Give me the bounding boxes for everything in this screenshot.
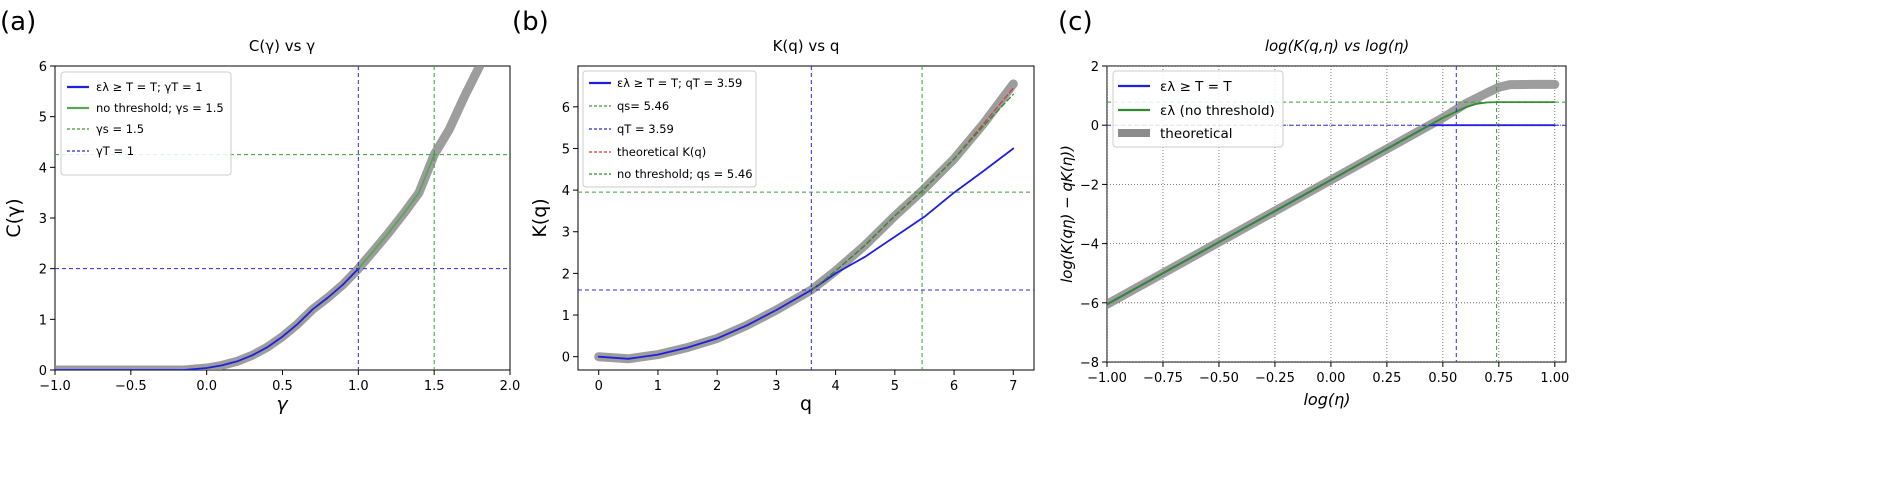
legend: ελ ≥ T = T ελ (no threshold) theoretical xyxy=(1112,70,1284,148)
x-tick-label: 1.0 xyxy=(348,379,369,394)
series-t-t-t-1-line xyxy=(55,267,360,370)
y-axis-label: K(q) xyxy=(529,198,551,237)
series-no-threshold-qs-5-46-line xyxy=(811,93,1014,291)
x-tick-label: 1 xyxy=(654,379,662,394)
axis-ticks: 0 1 2 3 4 5 6 7 0 1 2 3 4 5 6 xyxy=(562,101,1018,394)
x-tick-label: 0.5 xyxy=(272,379,293,394)
x-tick-label: 0.00 xyxy=(1316,371,1345,386)
legend-box xyxy=(1112,70,1284,148)
x-tick-label: −0.5 xyxy=(115,379,147,394)
axis-ticks: −1.00 −0.75 −0.50 −0.25 0.00 0.25 0.50 0.75 1.00… xyxy=(1080,60,1569,386)
legend: ελ ≥ T = T; γT = 1 no threshold; γs = 1.… xyxy=(60,71,232,176)
plot-frame xyxy=(577,65,1035,371)
legend-label-eps-threshold: ελ ≥ T = T; qT = 3.59 xyxy=(617,76,742,90)
x-tick-label: −0.75 xyxy=(1143,371,1183,386)
y-tick-label: 5 xyxy=(39,111,47,126)
legend-label-eps-threshold: ελ ≥ T = T; γT = 1 xyxy=(96,80,203,94)
x-tick-label: 0.0 xyxy=(196,379,217,394)
y-tick-label: 5 xyxy=(562,142,570,157)
legend-label-gamma-s: γs = 1.5 xyxy=(96,122,144,136)
legend: ελ ≥ T = T; qT = 3.59 qs= 5.46 qT = 3.59… xyxy=(582,70,757,188)
y-tick-label: 6 xyxy=(39,60,47,75)
x-axis-label: log(η) xyxy=(1303,390,1350,409)
x-tick-label: 4 xyxy=(831,379,839,394)
y-tick-label: 0 xyxy=(39,364,47,379)
x-tick-label: 6 xyxy=(950,379,958,394)
legend-label-no-threshold: no threshold; qs = 5.46 xyxy=(617,167,753,181)
chart-title: log(K(q,η) vs log(η) xyxy=(1265,37,1409,55)
x-tick-label: −1.00 xyxy=(1087,371,1127,386)
y-tick-label: 1 xyxy=(562,309,570,324)
y-tick-label: 4 xyxy=(562,184,570,199)
legend-label-q-t: qT = 3.59 xyxy=(617,122,674,136)
x-tick-label: 7 xyxy=(1009,379,1017,394)
x-tick-label: 1.5 xyxy=(424,379,445,394)
chart-title: C(γ) vs γ xyxy=(249,37,315,55)
legend-label-no-threshold: ελ (no threshold) xyxy=(1160,103,1275,119)
legend-label-theoretical: theoretical xyxy=(1160,126,1232,142)
x-tick-label: 0 xyxy=(595,379,603,394)
y-tick-label: 6 xyxy=(562,101,570,116)
series-t-t-line xyxy=(1107,124,1556,306)
legend-label-theoretical-k: theoretical K(q) xyxy=(617,145,706,159)
legend-label-eps-threshold: ελ ≥ T = T xyxy=(1160,79,1232,95)
panel-c: (c) log(K(q,η) vs log(η) log(η) log(K(qη… xyxy=(1058,7,1569,409)
panel-b: (b) K(q) vs q q K(q) 0 1 2 3 4 5 6 7 0 1 2 3 4 5 6 ελ … xyxy=(512,7,1035,415)
y-tick-label: 3 xyxy=(39,212,47,227)
plot-area xyxy=(578,66,1034,370)
x-tick-label: 0.50 xyxy=(1428,371,1457,386)
panel-a: (a) C(γ) vs γ γ C(γ) −1.0 −0.5 0.0 0.5 1.0 1.… xyxy=(0,7,520,415)
y-tick-label: 2 xyxy=(39,263,47,278)
plot-area xyxy=(55,66,510,370)
y-tick-label: 3 xyxy=(562,226,570,241)
y-tick-label: 4 xyxy=(39,161,47,176)
x-tick-label: 5 xyxy=(891,379,899,394)
y-tick-label: −4 xyxy=(1080,238,1099,253)
y-tick-label: 2 xyxy=(562,267,570,282)
y-tick-label: −8 xyxy=(1080,356,1099,371)
legend-label-gamma-t: γT = 1 xyxy=(96,144,134,158)
panel-label: (b) xyxy=(512,7,549,37)
chart-title: K(q) vs q xyxy=(773,37,840,55)
x-axis-label: q xyxy=(800,393,812,415)
y-tick-label: −2 xyxy=(1080,178,1099,193)
panel-label: (c) xyxy=(1058,7,1093,37)
legend-label-q-s: qs= 5.46 xyxy=(617,99,669,113)
series-no-threshold-s-1-5-line xyxy=(357,153,436,270)
x-tick-label: 3 xyxy=(772,379,780,394)
axis-ticks: −1.0 −0.5 0.0 0.5 1.0 1.5 2.0 0 1 2 3 4 5 6 xyxy=(39,60,521,394)
legend-box xyxy=(60,71,232,176)
y-axis-label: C(γ) xyxy=(3,198,25,237)
x-tick-label: −0.25 xyxy=(1255,371,1295,386)
legend-box xyxy=(582,70,757,188)
y-axis-label: log(K(qη) − qK(η)) xyxy=(1058,145,1076,283)
x-tick-label: 0.25 xyxy=(1372,371,1401,386)
y-tick-label: 2 xyxy=(1091,60,1099,75)
x-tick-label: 2 xyxy=(713,379,721,394)
panel-label: (a) xyxy=(0,7,36,37)
plot-area xyxy=(1107,66,1566,362)
x-axis-label: γ xyxy=(276,393,289,415)
y-tick-label: 1 xyxy=(39,313,47,328)
y-tick-label: 0 xyxy=(562,351,570,366)
x-tick-label: 0.75 xyxy=(1484,371,1513,386)
y-tick-label: −6 xyxy=(1080,297,1099,312)
legend-label-no-threshold: no threshold; γs = 1.5 xyxy=(96,101,224,115)
x-tick-label: 1.00 xyxy=(1540,371,1569,386)
x-tick-label: −0.50 xyxy=(1199,371,1239,386)
x-tick-label: −1.0 xyxy=(39,379,71,394)
x-tick-label: 2.0 xyxy=(500,379,521,394)
y-tick-label: 0 xyxy=(1091,119,1099,134)
